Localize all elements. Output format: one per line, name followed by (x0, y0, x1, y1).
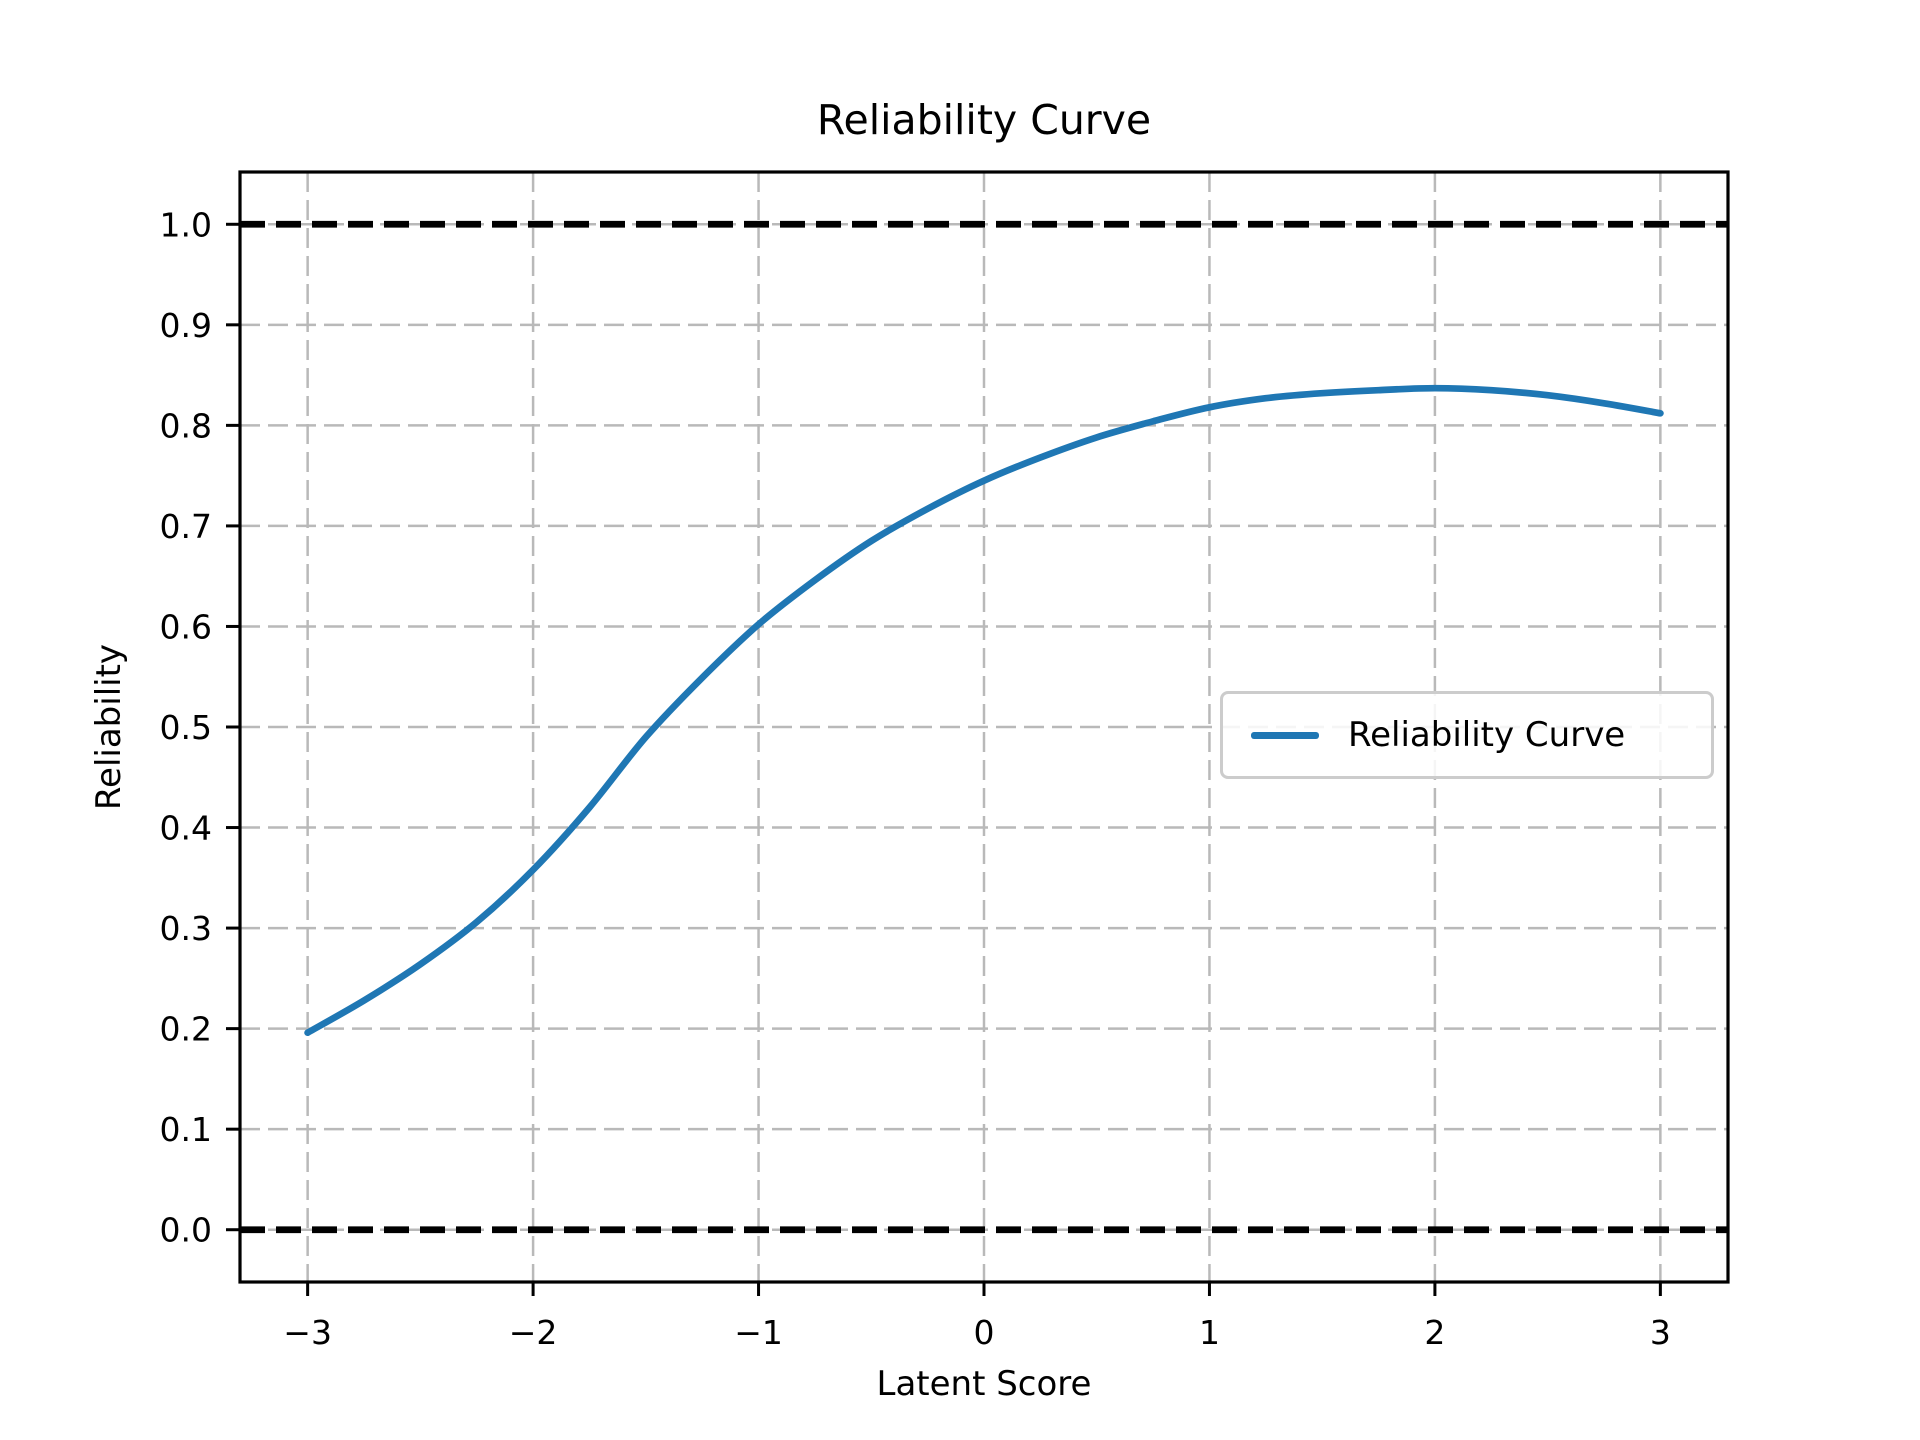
y-tick-label: 0.0 (160, 1211, 212, 1250)
y-tick-label: 0.4 (160, 809, 212, 848)
x-tick-label: −2 (509, 1313, 558, 1352)
legend-line-sample (1251, 731, 1319, 739)
legend: Reliability Curve (1220, 691, 1714, 779)
y-tick-label: 0.8 (160, 406, 212, 445)
y-tick-label: 0.1 (160, 1110, 212, 1149)
y-tick-label: 0.5 (160, 708, 212, 747)
x-tick-label: 1 (1199, 1313, 1220, 1352)
y-tick-label: 0.7 (160, 507, 212, 546)
x-tick-label: −1 (734, 1313, 783, 1352)
y-tick-label: 0.2 (160, 1010, 212, 1049)
x-tick-label: 3 (1650, 1313, 1671, 1352)
y-tick-label: 0.3 (160, 909, 212, 948)
y-axis-label: Reliability (89, 643, 129, 811)
x-tick-label: 2 (1424, 1313, 1445, 1352)
legend-label: Reliability Curve (1348, 715, 1626, 755)
reliability-curve-line (304, 384, 1664, 1037)
x-tick-label: −3 (283, 1313, 332, 1352)
x-tick-label: 0 (974, 1313, 995, 1352)
y-tick-label: 0.9 (160, 306, 212, 345)
y-tick-label: 1.0 (160, 205, 212, 244)
chart-title: Reliability Curve (816, 96, 1152, 144)
y-tick-label: 0.6 (160, 607, 212, 646)
x-axis-label: Latent Score (876, 1364, 1092, 1404)
